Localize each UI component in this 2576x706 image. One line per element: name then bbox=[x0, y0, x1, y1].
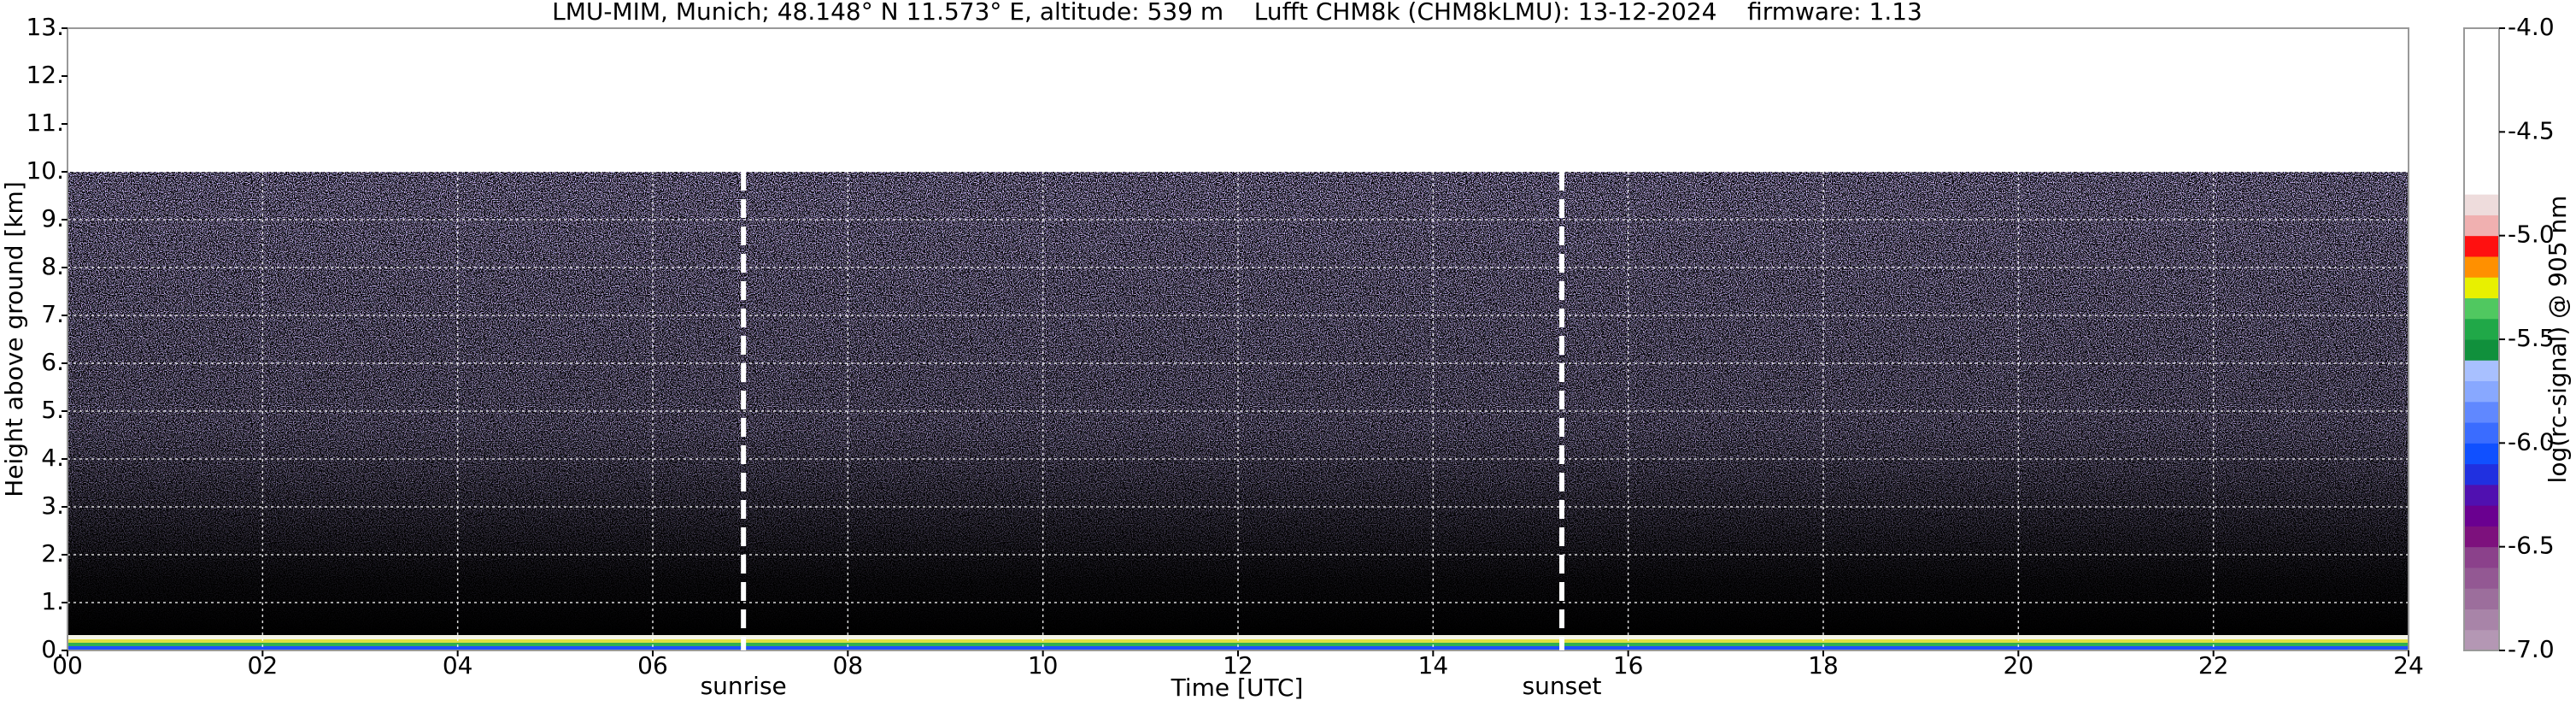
colorbar-level bbox=[2464, 443, 2499, 465]
colorbar-level bbox=[2464, 256, 2499, 278]
colorbar-level bbox=[2464, 173, 2499, 195]
event-label: sunset bbox=[1523, 672, 1602, 700]
y-tick-label: 2. bbox=[41, 539, 64, 568]
colorbar-level bbox=[2464, 297, 2499, 320]
x-axis-label: Time [UTC] bbox=[1171, 674, 1304, 702]
surface-layer bbox=[67, 646, 2409, 650]
y-tick-label: 9. bbox=[41, 204, 64, 232]
colorbar-tick-label: -5.0 bbox=[2508, 221, 2555, 249]
y-tick-label: 13. bbox=[26, 13, 64, 41]
event-label: sunrise bbox=[701, 672, 787, 700]
colorbar-level bbox=[2464, 401, 2499, 423]
x-tick-label: 00 bbox=[52, 651, 83, 680]
y-tick-label: 12. bbox=[26, 61, 64, 89]
colorbar-level bbox=[2464, 132, 2499, 154]
colorbar-tick-label: -4.5 bbox=[2508, 116, 2555, 144]
y-tick-label: 1. bbox=[41, 587, 64, 615]
colorbar-level bbox=[2464, 111, 2499, 132]
y-tick-label: 7. bbox=[41, 300, 64, 328]
x-tick-label: 22 bbox=[2198, 651, 2229, 680]
y-tick-label: 4. bbox=[41, 444, 64, 472]
heatmap-signal bbox=[67, 172, 2409, 636]
surface-layer bbox=[67, 635, 2409, 639]
y-tick-label: 11. bbox=[26, 109, 64, 137]
chart-title: LMU-MIM, Munich; 48.148° N 11.573° E, al… bbox=[552, 0, 1922, 26]
colorbar-level bbox=[2464, 90, 2499, 112]
colorbar-level bbox=[2464, 235, 2499, 257]
y-axis-label: Height above ground [km] bbox=[0, 181, 28, 497]
x-tick-label: 08 bbox=[833, 651, 864, 680]
colorbar-level bbox=[2464, 318, 2499, 340]
colorbar-tick-label: -5.5 bbox=[2508, 324, 2555, 352]
colorbar-level bbox=[2464, 609, 2499, 631]
y-tick-label: 10. bbox=[26, 156, 64, 185]
colorbar-level bbox=[2464, 588, 2499, 609]
colorbar-level bbox=[2464, 629, 2499, 651]
colorbar-level bbox=[2464, 194, 2499, 215]
colorbar-level bbox=[2464, 277, 2499, 298]
y-tick-label: 6. bbox=[41, 348, 64, 376]
colorbar-level bbox=[2464, 215, 2499, 237]
colorbar-level bbox=[2464, 380, 2499, 403]
colorbar-level bbox=[2464, 69, 2499, 91]
x-tick-label: 24 bbox=[2393, 651, 2424, 680]
colorbar-level bbox=[2464, 360, 2499, 382]
colorbar-label: log(rc-signal) @ 905 nm bbox=[2544, 196, 2572, 484]
y-tick-label: 5. bbox=[41, 396, 64, 424]
x-tick-label: 12 bbox=[1223, 651, 1253, 680]
colorbar-tick-label: -6.5 bbox=[2508, 532, 2555, 560]
colorbar-tick-label: -6.0 bbox=[2508, 427, 2555, 456]
y-tick-label: 3. bbox=[41, 491, 64, 520]
colorbar-tick-label: -7.0 bbox=[2508, 635, 2555, 663]
x-tick-label: 16 bbox=[1613, 651, 1644, 680]
colorbar-level bbox=[2464, 339, 2499, 361]
colorbar-level bbox=[2464, 546, 2499, 568]
colorbar-level bbox=[2464, 567, 2499, 589]
x-tick-label: 20 bbox=[2004, 651, 2034, 680]
x-tick-label: 06 bbox=[637, 651, 668, 680]
y-tick-label: 0. bbox=[41, 635, 64, 663]
x-tick-label: 18 bbox=[1808, 651, 1839, 680]
y-tick-label: 8. bbox=[41, 252, 64, 280]
colorbar-level bbox=[2464, 422, 2499, 444]
colorbar-level bbox=[2464, 484, 2499, 506]
colorbar-level bbox=[2464, 463, 2499, 485]
x-tick-label: 04 bbox=[443, 651, 473, 680]
colorbar-level bbox=[2464, 28, 2499, 50]
colorbar-level bbox=[2464, 152, 2499, 174]
x-tick-label: 10 bbox=[1028, 651, 1059, 680]
x-tick-label: 02 bbox=[248, 651, 279, 680]
colorbar-tick-label: -4.0 bbox=[2508, 13, 2555, 41]
x-tick-label: 14 bbox=[1418, 651, 1449, 680]
colorbar-level bbox=[2464, 49, 2499, 71]
colorbar-level bbox=[2464, 505, 2499, 527]
colorbar-level bbox=[2464, 526, 2499, 548]
